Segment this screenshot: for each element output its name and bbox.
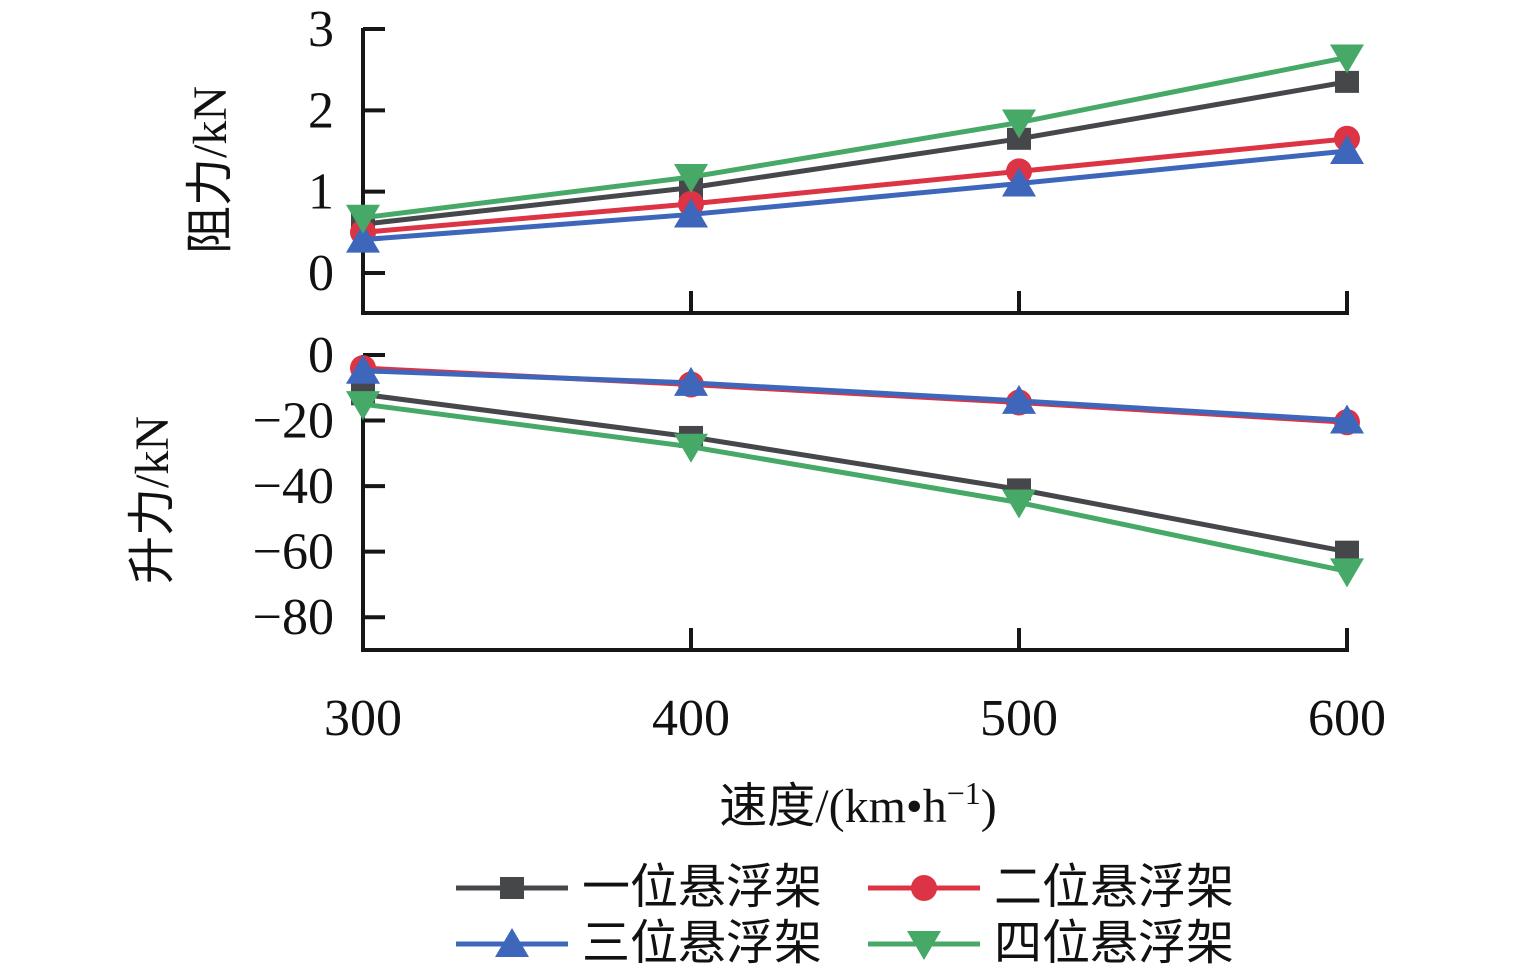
y-tick-label: −80 [253, 589, 334, 646]
legend-label-bogie-1: 一位悬浮架 [582, 861, 823, 914]
legend-label-bogie-4: 四位悬浮架 [994, 917, 1235, 970]
y-tick-label: 2 [308, 82, 334, 139]
y-tick-label: 0 [308, 327, 334, 384]
series-line [362, 136, 1348, 235]
series-line [362, 391, 1348, 555]
bottom-y-axis-title: 升力/kN [126, 416, 179, 584]
legend-item-bogie-3: 三位悬浮架 [456, 918, 868, 970]
x-tick-label: 600 [1308, 690, 1386, 747]
y-tick-label: 0 [308, 245, 334, 302]
y-tick-label: −40 [253, 458, 334, 515]
lift-force-plot: 0 −20 −40 −60 −80 300 400 500 600 [253, 327, 1386, 747]
series-line [362, 55, 1348, 221]
legend-label-bogie-2: 二位悬浮架 [994, 861, 1235, 914]
x-axis-title-base: 速度/(km•h [719, 780, 946, 833]
series-line [362, 79, 1348, 227]
drag-force-plot: 0 1 2 3 [308, 1, 1364, 315]
x-tick-label: 300 [324, 690, 402, 747]
series-line [362, 368, 1348, 424]
legend-item-bogie-4: 四位悬浮架 [868, 918, 1234, 970]
x-axis-title-close: ) [981, 780, 997, 833]
legend-label-bogie-3: 三位悬浮架 [582, 917, 823, 970]
top-y-axis-title: 阻力/kN [184, 86, 237, 254]
y-tick-label: −60 [253, 524, 334, 581]
legend: 一位悬浮架 二位悬浮架 三位悬浮架 四位悬浮架 [456, 862, 1234, 970]
legend-item-bogie-2: 二位悬浮架 [868, 862, 1234, 914]
legend-key-bogie-2 [868, 875, 980, 901]
x-axis-title-superscript: −1 [947, 775, 981, 811]
y-tick-label: 3 [308, 1, 334, 58]
legend-item-bogie-1: 一位悬浮架 [456, 862, 868, 914]
x-axis-title: 速度/(km•h−1) [719, 775, 997, 833]
legend-key-bogie-3 [456, 928, 568, 957]
y-tick-label: −20 [253, 393, 334, 450]
y-tick-label: 1 [308, 164, 334, 221]
series-line [362, 148, 1348, 243]
series-line [362, 401, 1348, 574]
legend-key-bogie-4 [868, 931, 980, 960]
legend-key-bogie-1 [456, 877, 568, 899]
x-tick-label: 400 [652, 690, 730, 747]
x-tick-label: 500 [980, 690, 1058, 747]
